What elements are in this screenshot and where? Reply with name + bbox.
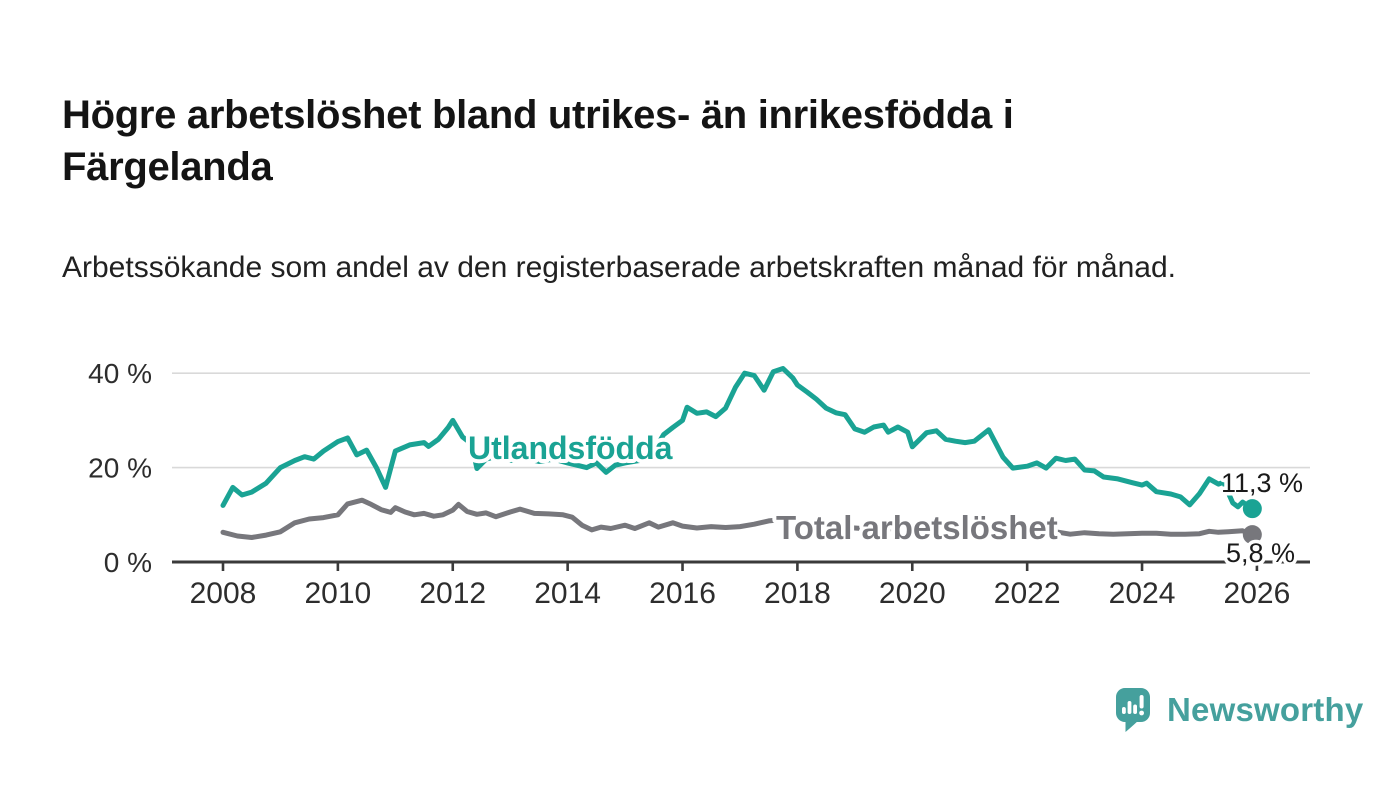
series-line-utlandsfodda (220, 366, 1255, 512)
newsworthy-logo: Newsworthy (1115, 687, 1363, 733)
series-end-dot-utlandsfodda (1242, 499, 1262, 519)
end-value-label-utlandsfodda: 11,3 % (1221, 468, 1303, 498)
page-title: Högre arbetslöshet bland utrikes- än inr… (62, 92, 1014, 189)
newsworthy-logo-text: Newsworthy (1167, 691, 1364, 728)
series-label-utlandsfodda: Utlandsfödda (468, 430, 673, 466)
x-tick-label: 2014 (534, 577, 601, 610)
x-tick-label: 2020 (879, 577, 946, 610)
y-tick-label: 0 % (104, 547, 152, 578)
chart-subtitle: Arbetssökande som andel av den registerb… (62, 251, 1176, 284)
series-line-total (220, 497, 1255, 540)
series-end-dot-total (1242, 525, 1262, 545)
x-tick-label: 2012 (419, 577, 486, 610)
end-value-label-total: 5,8 % (1226, 538, 1295, 568)
x-tick-label: 2024 (1109, 577, 1176, 610)
x-tick-label: 2026 (1224, 577, 1291, 610)
y-tick-label: 40 % (88, 358, 152, 389)
x-tick-label: 2008 (190, 577, 257, 610)
x-tick-label: 2016 (649, 577, 716, 610)
x-tick-label: 2018 (764, 577, 831, 610)
newsworthy-logo-icon (1116, 688, 1150, 732)
series-label-total: Total arbetslöshet (776, 509, 1058, 546)
x-tick-label: 2010 (305, 577, 372, 610)
y-tick-label: 20 % (88, 453, 152, 484)
x-tick-label: 2022 (994, 577, 1061, 610)
